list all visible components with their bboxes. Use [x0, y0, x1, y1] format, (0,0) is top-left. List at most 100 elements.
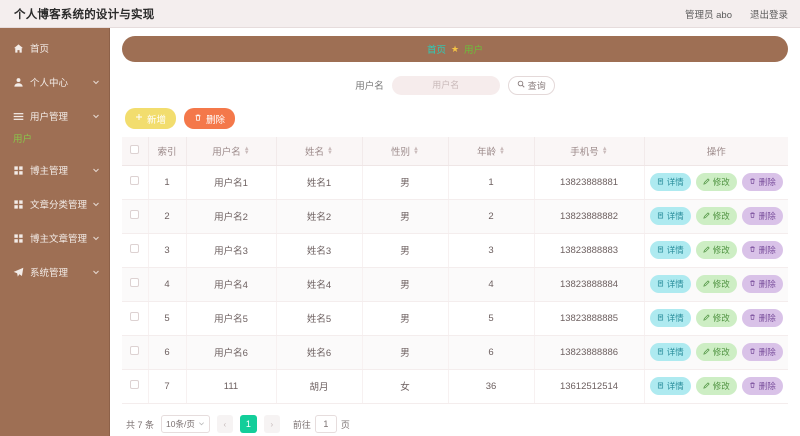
cell-age: 4 — [448, 267, 535, 302]
cell-gender: 男 — [362, 165, 449, 200]
search-input[interactable] — [391, 75, 500, 95]
view-button[interactable]: 详情 — [649, 173, 691, 191]
delete-button[interactable]: 删除 — [184, 108, 236, 129]
sidebar-item-article-category-management[interactable]: 文章分类管理 — [0, 192, 109, 216]
pencil-icon — [703, 177, 710, 187]
edit-button[interactable]: 修改 — [695, 377, 737, 395]
search-label: 用户名 — [355, 81, 384, 92]
cell-actions: 详情 修改 删除 — [644, 301, 788, 336]
table-header-row: 索引 用户名 ▲ ▼ 姓名 ▲ ▼ — [122, 137, 788, 166]
trash-icon — [749, 279, 756, 289]
sidebar-item-blogger-management[interactable]: 博主管理 — [0, 158, 109, 182]
row-checkbox[interactable] — [130, 244, 140, 253]
pencil-icon — [703, 245, 710, 255]
cell-username: 用户名1 — [186, 165, 277, 200]
column-actions: 操作 — [644, 137, 788, 166]
select-all-checkbox[interactable] — [130, 144, 140, 154]
row-delete-button[interactable]: 删除 — [741, 207, 783, 225]
row-checkbox[interactable] — [130, 210, 140, 219]
data-table: 索引 用户名 ▲ ▼ 姓名 ▲ ▼ — [122, 137, 788, 404]
view-button[interactable]: 详情 — [649, 377, 691, 395]
breadcrumb-home[interactable]: 首页 — [426, 45, 446, 56]
cell-phone: 13823888882 — [534, 199, 645, 234]
edit-button-label: 修改 — [712, 211, 730, 221]
sidebar-item-home[interactable]: 首页 — [0, 36, 109, 60]
row-delete-button[interactable]: 删除 — [741, 173, 783, 191]
view-button[interactable]: 详情 — [649, 275, 691, 293]
jump-prefix-label: 前往 — [292, 419, 311, 430]
edit-button[interactable]: 修改 — [695, 207, 737, 225]
column-label: 性别 — [391, 146, 411, 158]
row-delete-button-label: 删除 — [758, 381, 776, 391]
chevron-down-icon — [92, 166, 100, 174]
row-select-cell — [122, 369, 149, 404]
sort-icon[interactable]: ▲ ▼ — [499, 145, 505, 156]
edit-button[interactable]: 修改 — [695, 173, 737, 191]
cell-age: 5 — [448, 301, 535, 336]
sort-icon[interactable]: ▲ ▼ — [601, 145, 608, 156]
logout-link[interactable]: 退出登录 — [749, 9, 788, 21]
cell-name: 姓名2 — [276, 199, 363, 234]
view-button-label: 详情 — [666, 381, 684, 391]
row-delete-button[interactable]: 删除 — [741, 275, 783, 293]
view-button[interactable]: 详情 — [649, 343, 691, 361]
sidebar-subitem-user[interactable]: 用户 — [13, 134, 33, 145]
cell-gender: 男 — [362, 301, 449, 336]
column-age[interactable]: 年龄 ▲ ▼ — [448, 137, 535, 166]
view-button[interactable]: 详情 — [649, 241, 691, 259]
view-button-label: 详情 — [666, 279, 684, 289]
cell-index: 4 — [148, 267, 187, 302]
row-checkbox[interactable] — [130, 312, 140, 321]
cell-username: 111 — [186, 369, 277, 404]
next-page-button[interactable]: › — [263, 415, 280, 433]
spacer — [0, 182, 109, 192]
page-size-select[interactable]: 10条/页 — [161, 415, 210, 433]
document-icon — [657, 279, 664, 289]
prev-page-button[interactable]: ‹ — [216, 415, 233, 433]
view-button-label: 详情 — [666, 177, 684, 187]
jump-page-input[interactable] — [314, 415, 337, 433]
chevron-down-icon — [92, 78, 100, 86]
body-container: 首页 个人中心 用户管理 — [0, 28, 800, 436]
row-checkbox[interactable] — [130, 176, 140, 185]
view-button[interactable]: 详情 — [649, 207, 691, 225]
header-right: 管理员 abo 退出登录 — [685, 7, 788, 21]
row-delete-button[interactable]: 删除 — [741, 377, 783, 395]
sidebar-item-personal-center[interactable]: 个人中心 — [0, 70, 109, 94]
cell-name: 姓名3 — [276, 233, 363, 268]
edit-button[interactable]: 修改 — [695, 309, 737, 327]
view-button[interactable]: 详情 — [649, 309, 691, 327]
add-button[interactable]: 新增 — [125, 108, 177, 129]
column-username[interactable]: 用户名 ▲ ▼ — [186, 137, 277, 166]
search-button[interactable]: 查询 — [507, 75, 555, 95]
sidebar-item-user-management[interactable]: 用户管理 — [0, 104, 109, 128]
cell-actions: 详情 修改 删除 — [644, 199, 788, 234]
column-name[interactable]: 姓名 ▲ ▼ — [276, 137, 363, 166]
sidebar-item-system-management[interactable]: 系统管理 — [0, 260, 109, 284]
row-checkbox[interactable] — [130, 346, 140, 355]
table-row: 3 用户名3 姓名3 男 3 13823888883 详情 修改 删除 — [122, 233, 788, 268]
row-delete-button[interactable]: 删除 — [741, 343, 783, 361]
page-number-1[interactable]: 1 — [239, 415, 257, 433]
cell-name: 姓名1 — [276, 165, 363, 200]
sort-icon[interactable]: ▲ ▼ — [243, 145, 250, 156]
row-delete-button[interactable]: 删除 — [741, 241, 783, 259]
edit-button[interactable]: 修改 — [695, 275, 737, 293]
edit-button-label: 修改 — [712, 279, 730, 289]
sidebar-item-blogger-article-management[interactable]: 博主文章管理 — [0, 226, 109, 250]
column-phone[interactable]: 手机号 ▲ ▼ — [534, 137, 645, 166]
row-checkbox[interactable] — [130, 380, 140, 389]
search-form: 用户名 查询 — [122, 72, 788, 98]
edit-button[interactable]: 修改 — [695, 241, 737, 259]
trash-icon — [194, 113, 202, 125]
cell-name: 姓名4 — [276, 267, 363, 302]
row-delete-button[interactable]: 删除 — [741, 309, 783, 327]
column-gender[interactable]: 性别 ▲ ▼ — [362, 137, 449, 166]
row-checkbox[interactable] — [130, 278, 140, 287]
sidebar-label: 博主文章管理 — [30, 234, 88, 245]
edit-button[interactable]: 修改 — [695, 343, 737, 361]
sort-icon[interactable]: ▲ ▼ — [413, 145, 419, 156]
table-row: 4 用户名4 姓名4 男 4 13823888884 详情 修改 删除 — [122, 267, 788, 302]
sort-icon[interactable]: ▲ ▼ — [327, 145, 333, 156]
column-label: 手机号 — [570, 146, 599, 158]
